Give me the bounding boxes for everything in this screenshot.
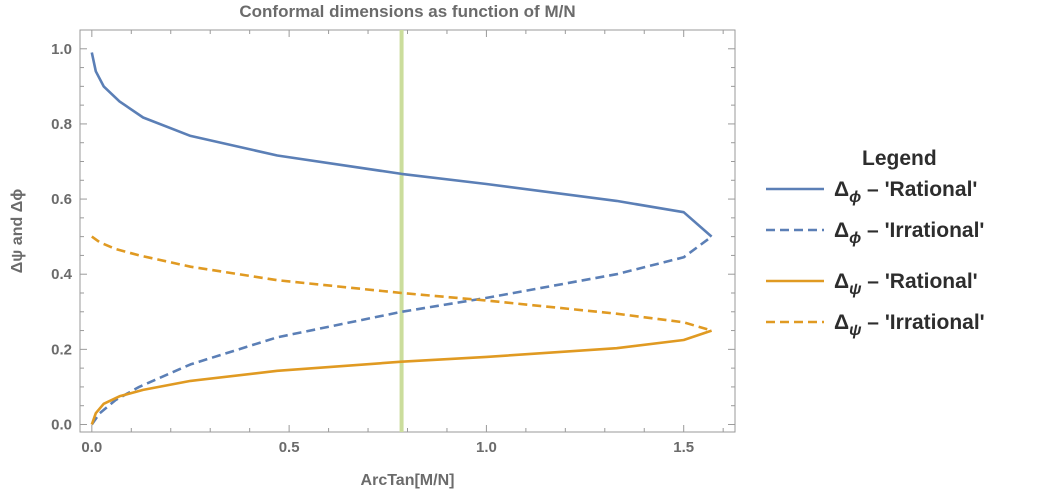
y-tick-label: 1.0	[51, 41, 72, 58]
y-tick-label: 0.2	[51, 341, 72, 358]
series-layer	[90, 52, 713, 426]
tick-labels: 0.0 0.5 1.0 1.5 0.0 0.2 0.4 0.6 0.8 1.0	[51, 41, 694, 456]
axis-ticks	[80, 30, 735, 432]
y-tick-label: 0.6	[51, 191, 72, 208]
series-line-4	[91, 235, 712, 332]
plot-border	[79, 29, 736, 433]
series-line-1	[90, 52, 713, 238]
y-tick-label: 0.4	[51, 266, 73, 283]
y-tick-label: 0.0	[51, 416, 72, 433]
series-line-2	[90, 235, 713, 426]
plot-frame	[79, 29, 736, 433]
x-tick-label: 1.0	[476, 439, 497, 456]
legend-label-4: Δψ – 'Irrational'	[834, 311, 985, 339]
legend-label-1: Δϕ – 'Rational'	[834, 178, 977, 206]
series-line-3	[90, 329, 713, 425]
y-tick-label: 0.8	[51, 116, 72, 133]
y-axis-title: Δψ and Δϕ	[9, 189, 26, 273]
x-tick-label: 0.0	[81, 439, 102, 456]
legend: Legend Δϕ – 'Rational' Δϕ – 'Irrational' Δ…	[766, 147, 985, 339]
legend-label-3: Δψ – 'Rational'	[834, 270, 978, 298]
x-tick-label: 0.5	[279, 439, 300, 456]
legend-label-2: Δϕ – 'Irrational'	[834, 219, 984, 247]
chart-title: Conformal dimensions as function of M/N	[239, 2, 575, 21]
x-axis-title: ArcTan[M/N]	[361, 472, 455, 489]
x-tick-label: 1.5	[673, 439, 694, 456]
legend-title: Legend	[862, 147, 937, 170]
